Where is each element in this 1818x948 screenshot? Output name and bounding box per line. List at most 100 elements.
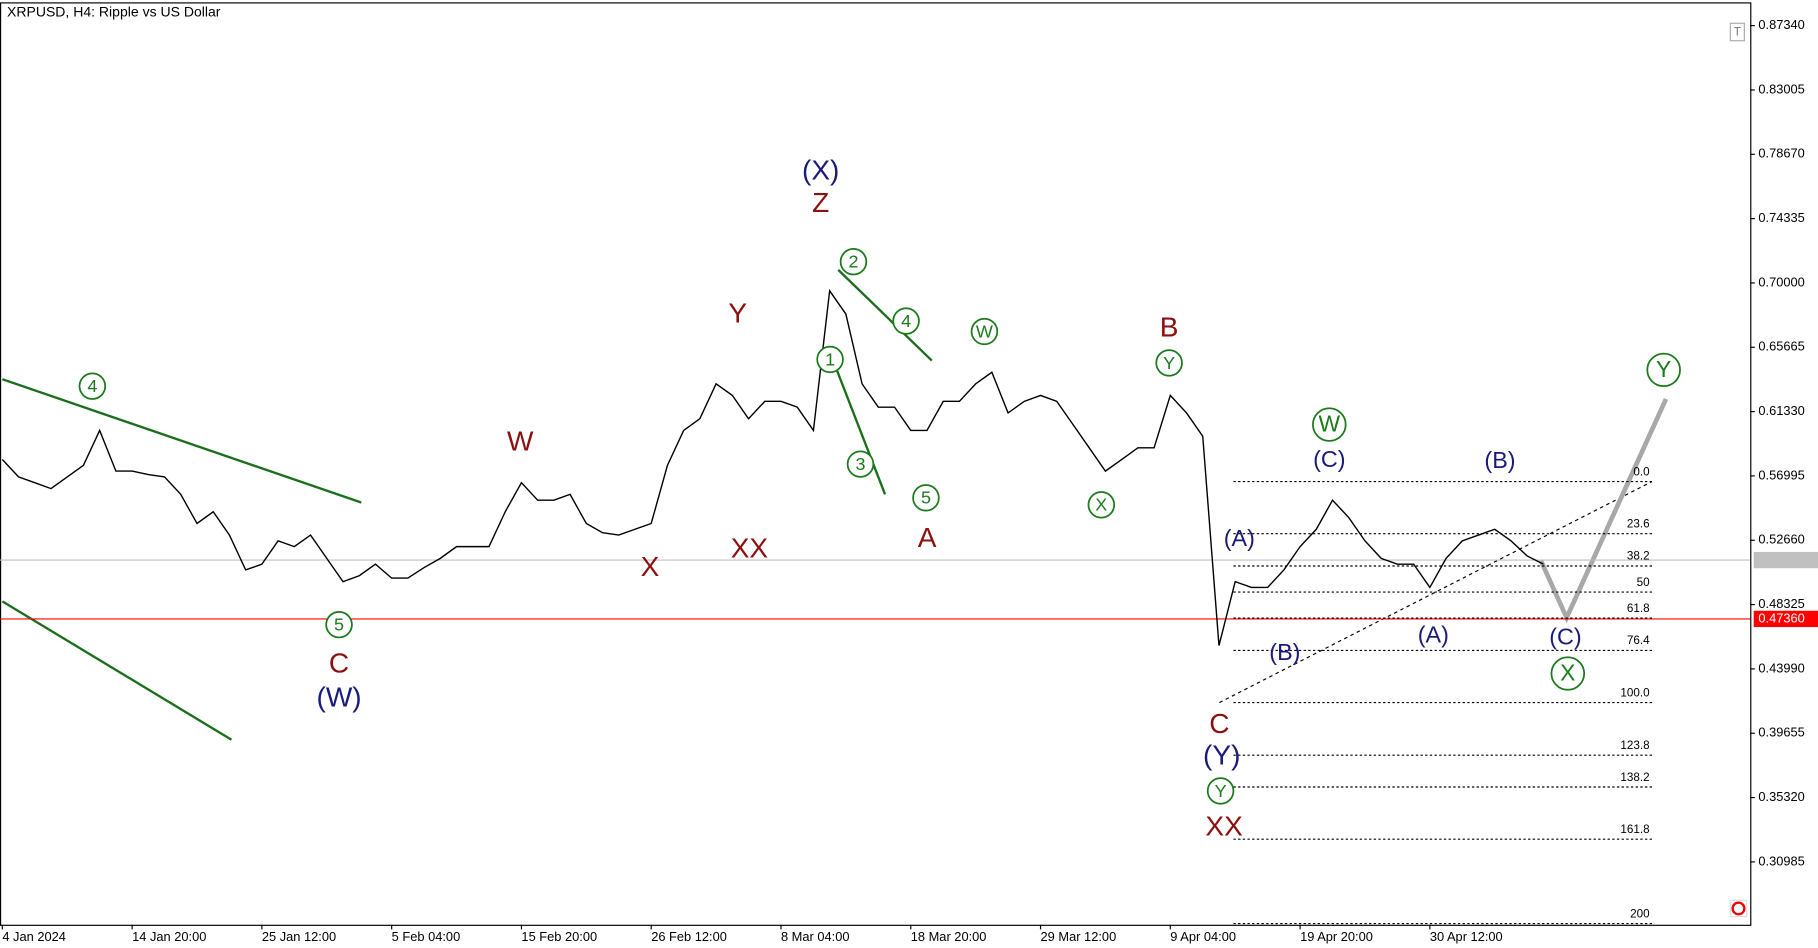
price-tag — [1753, 610, 1818, 628]
wave-label: (B) — [1269, 639, 1300, 665]
wave-label: X — [641, 551, 660, 582]
trend-lines — [1, 269, 933, 741]
wave-circle — [970, 317, 999, 346]
x-tick-label: 19 Apr 20:00 — [1300, 929, 1373, 944]
wave-circle — [1646, 352, 1681, 388]
wave-label: 5 — [921, 488, 931, 508]
x-tick-label: 8 Mar 04:00 — [781, 929, 850, 944]
x-tick-label: 9 Apr 04:00 — [1170, 929, 1236, 944]
wave-label: Y — [1163, 353, 1175, 373]
y-tick-label: 0.74335 — [1758, 210, 1804, 225]
wave-label: W — [1318, 411, 1340, 437]
wave-circle — [1550, 656, 1586, 691]
wave-label: XX — [1205, 811, 1243, 842]
x-tick-label: 15 Feb 20:00 — [521, 929, 597, 944]
y-tick-label: 0.52660 — [1758, 532, 1804, 547]
wave-label: (A) — [1418, 621, 1449, 647]
price-tag — [1753, 551, 1818, 569]
y-tick-label: 0.39655 — [1758, 725, 1804, 740]
fib-level-label: 23.6 — [1627, 518, 1650, 531]
trend-line — [837, 269, 933, 362]
icon-glyph: T — [1734, 26, 1741, 39]
wave-label: (A) — [1224, 525, 1255, 551]
fib-level-label: 0.0 — [1633, 465, 1650, 478]
x-tick-label: 14 Jan 20:00 — [132, 929, 206, 944]
x-tick-label: 4 Jan 2024 — [2, 929, 66, 944]
plot-frame — [0, 2, 1752, 926]
y-tick-label: 0.65665 — [1758, 339, 1804, 354]
x-tick-label: 29 Mar 12:00 — [1041, 929, 1117, 944]
y-tick-label: 0.30985 — [1758, 853, 1804, 868]
wave-circle — [78, 372, 107, 400]
y-tick-label: 0.35320 — [1758, 789, 1804, 804]
price-line-series — [1, 288, 1544, 646]
y-tick-label: 0.48325 — [1758, 596, 1804, 611]
wave-circle — [816, 345, 844, 374]
fib-level-label: 61.8 — [1627, 602, 1650, 615]
fib-level-label: 100.0 — [1620, 686, 1650, 699]
wave-circle — [912, 484, 940, 512]
wave-label: Y — [1215, 781, 1227, 801]
x-tick-label: 5 Feb 04:00 — [392, 929, 461, 944]
wave-label: 5 — [334, 615, 344, 635]
wave-label: Y — [1656, 356, 1671, 382]
wave-label: (Y) — [1203, 740, 1240, 771]
x-tick-label: 26 Feb 12:00 — [651, 929, 727, 944]
fib-level-label: 76.4 — [1627, 634, 1650, 647]
y-tick-label: 0.83005 — [1758, 81, 1804, 96]
fib-level-label: 123.8 — [1620, 739, 1649, 752]
wave-circle — [846, 450, 875, 478]
y-tick-label: 0.87340 — [1758, 17, 1804, 32]
wave-label: X — [1095, 495, 1107, 515]
wave-label: XX — [731, 533, 769, 564]
wave-label: 4 — [901, 311, 911, 331]
fib-level-label: 138.2 — [1620, 771, 1649, 784]
y-tick-label: 0.78670 — [1758, 146, 1804, 161]
wave-label: B — [1160, 312, 1179, 343]
wave-label: (W) — [316, 682, 361, 713]
wave-circle — [1312, 407, 1347, 442]
wave-circle — [1155, 349, 1183, 377]
wave-label: W — [507, 426, 534, 457]
chart-title: XRPUSD, H4: Ripple vs US Dollar — [7, 4, 221, 20]
wave-label: W — [976, 321, 993, 341]
wave-label: Z — [812, 187, 829, 218]
y-tick-label: 0.61330 — [1758, 403, 1804, 418]
wave-label: 1 — [825, 349, 835, 369]
wave-label: C — [329, 648, 349, 679]
wave-label: X — [1560, 660, 1575, 686]
x-tick-label: 25 Jan 12:00 — [262, 929, 336, 944]
wave-circle — [1087, 491, 1116, 519]
y-tick-label: 0.70000 — [1758, 274, 1804, 289]
wave-label: 4 — [87, 376, 97, 396]
wave-circle — [325, 610, 353, 639]
icon-glyph — [1731, 901, 1746, 916]
wave-label: Y — [728, 298, 747, 329]
wave-label: (B) — [1484, 447, 1515, 473]
y-tick-label: 0.56995 — [1758, 467, 1804, 482]
wave-label: (C) — [1549, 624, 1581, 650]
fib-level-label: 161.8 — [1620, 823, 1649, 836]
wave-circle — [839, 248, 868, 276]
y-tick-label: 0.43990 — [1758, 660, 1804, 675]
wave-label: (X) — [802, 155, 839, 186]
wave-label: (C) — [1313, 446, 1345, 472]
fib-level-label: 38.2 — [1627, 550, 1650, 563]
wave-circle — [1206, 777, 1235, 805]
trend-line — [1, 378, 362, 504]
price-tag-label: 0.47360 — [1758, 610, 1804, 625]
icon-box — [1729, 22, 1745, 42]
x-tick-label: 30 Apr 12:00 — [1430, 929, 1503, 944]
wave-label: C — [1209, 708, 1229, 739]
wave-label: A — [918, 522, 937, 553]
wave-label: 3 — [855, 454, 865, 474]
wave-label: 2 — [848, 252, 858, 272]
trend-line — [1, 600, 233, 741]
fib-level-label: 200 — [1630, 907, 1650, 920]
trend-line — [826, 346, 887, 495]
fib-level-label: 50 — [1637, 576, 1651, 589]
toolbar-icons: T — [1729, 22, 1748, 918]
x-tick-label: 18 Mar 20:00 — [911, 929, 987, 944]
